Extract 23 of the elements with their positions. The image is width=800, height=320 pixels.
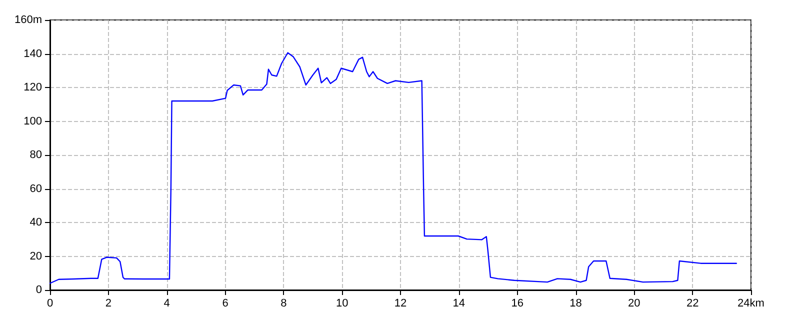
y-tick-label: 120 [24,82,42,94]
y-tick-label: 140 [24,48,42,60]
x-tick-label: 10 [336,298,348,310]
x-tick-label: 4 [164,298,170,310]
x-tick-label: 24km [738,298,764,310]
y-tick-label: 160m [14,14,42,26]
x-tick-label: 0 [46,298,54,310]
y-tick-label: 20 [30,250,42,262]
y-tick-label: 40 [30,216,42,228]
y-tick-label: 60 [30,182,42,195]
x-tick-label: 6 [222,298,228,310]
x-tick-label: 12 [394,298,407,310]
x-tick-label: 8 [280,298,287,310]
x-tick-label: 16 [511,298,524,310]
x-tick-label: 14 [452,298,466,310]
x-tick-label: 2 [105,298,112,310]
y-tick-label: 80 [30,149,42,161]
y-tick-label: 100 [24,115,42,128]
x-tick-label: 18 [570,298,582,310]
line-series [49,52,737,284]
x-tick-label: 22 [686,298,699,310]
x-tick-label: 20 [628,298,640,310]
y-tick-label: 0 [36,284,42,296]
